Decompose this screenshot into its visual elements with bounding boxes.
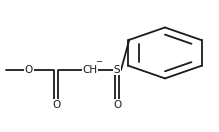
Text: O: O bbox=[113, 100, 121, 110]
Text: −: − bbox=[95, 58, 102, 67]
Text: O: O bbox=[25, 65, 33, 75]
Text: S: S bbox=[114, 65, 120, 75]
Text: O: O bbox=[52, 100, 60, 110]
Text: CH: CH bbox=[82, 65, 97, 75]
